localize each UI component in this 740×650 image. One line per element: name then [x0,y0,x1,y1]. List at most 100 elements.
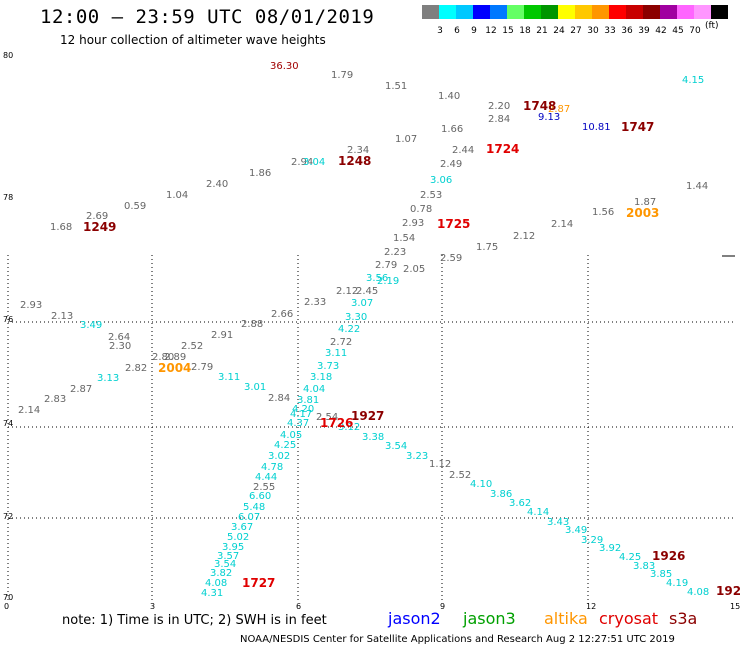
wave-value: 4.44 [255,472,277,483]
legend-swatch [507,5,524,19]
wave-value: 4.37 [287,418,309,429]
legend-label: 33 [604,26,616,36]
wave-value: 3.81 [297,395,319,406]
track-labels: 1249 1248 1748 1747 1724 1725 2003 2004 19271726… [83,99,740,598]
wave-value: 2.20 [488,101,510,112]
wave-value: 2.44 [452,145,474,156]
legend-label: 6 [454,26,460,36]
wave-value: 2.83 [44,394,66,405]
wave-value: 4.04 [303,384,325,395]
wave-value: 4.17 [290,409,312,420]
track-label: 2003 [626,206,659,220]
wave-value: 1.07 [395,134,417,145]
wave-value: 2.79 [375,260,397,271]
track-label: 1927 [351,409,384,423]
wave-value: 3.13 [97,373,119,384]
legend-swatch [524,5,541,19]
track-label: 1926 [652,549,685,563]
wave-value: 1.44 [686,181,708,192]
wave-value: 3.57 [217,551,239,562]
track-label: 1726 [320,416,353,430]
wave-value: 2.45 [356,286,378,297]
wave-value: 2.64 [108,332,130,343]
wave-value: 3.73 [317,361,339,372]
wave-value: 3.54 [385,441,407,452]
wave-height-values: 1.79 1.51 1.40 2.20 2.84 1.66 1.07 2.44 2.34 2.94… [18,61,709,599]
legend-swatch [626,5,643,19]
wave-value: 2.69 [86,211,108,222]
wave-value: 4.08 [205,578,227,589]
wave-value: 2.14 [18,405,40,416]
legend-swatch [558,5,575,19]
track-label: 1248 [338,154,371,168]
legend-unit: (ft) [705,21,719,31]
wave-value: 3.04 [303,157,325,168]
wave-value: 4.31 [201,588,223,599]
wave-value: 1.04 [166,190,188,201]
wave-value: 2.49 [440,159,462,170]
wave-value: 0.59 [124,201,146,212]
legend-swatch [592,5,609,19]
wave-value: 2.40 [206,179,228,190]
satellite-jason2: jason2 [388,609,441,628]
wave-value: 2.52 [181,341,203,352]
wave-value: 3.85 [650,569,672,580]
legend-label: 45 [672,26,684,36]
satellite-jason3: jason3 [463,609,516,628]
legend-label: 39 [638,26,650,36]
wave-value: 2.23 [384,247,406,258]
legend-swatch [490,5,507,19]
wave-value: 1.51 [385,81,407,92]
x-axis-label: 6 [296,602,301,611]
wave-value: 2.66 [271,309,293,320]
wave-value: 4.10 [470,479,492,490]
wave-value: 4.25 [619,552,641,563]
wave-value: 3.38 [362,432,384,443]
wave-value: 3.11 [218,372,240,383]
wave-value: 1.79 [331,70,353,81]
wave-value: 6.07 [238,512,260,523]
track-label: 192 [716,584,740,598]
legend-swatch [660,5,677,19]
wave-value: 3.49 [80,320,102,331]
wave-value: 2.53 [420,190,442,201]
wave-value: 2.33 [304,297,326,308]
wave-value: 2.89 [164,352,186,363]
wave-value: 3.43 [547,517,569,528]
legend-label: 42 [655,26,667,36]
wave-value: 2.80 [152,352,174,363]
x-axis-label: 15 [730,602,740,611]
wave-value: 3.62 [509,498,531,509]
wave-value: 4.20 [292,404,314,415]
legend-label: 3 [437,26,443,36]
legend-swatch [456,5,473,19]
wave-value: 3.82 [210,568,232,579]
wave-value: 2.72 [330,337,352,348]
wave-value: 1.40 [438,91,460,102]
wave-value: 2.91 [211,330,233,341]
wave-value: 2.54 [316,412,338,423]
track-label: 2004 [158,361,191,375]
wave-value: 3.67 [231,522,253,533]
legend-swatch [711,5,728,19]
wave-value: 2.59 [440,253,462,264]
wave-value: 2.13 [51,311,73,322]
legend-swatch [422,5,439,19]
wave-value: 3.29 [581,535,603,546]
wave-value: 4.25 [274,440,296,451]
footer-credit: NOAA/NESDIS Center for Satellite Applica… [240,634,675,645]
wave-value: 4.05 [280,430,302,441]
legend-label: 21 [536,26,548,36]
wave-value: 5.02 [227,532,249,543]
wave-value: 2.87 [548,104,570,115]
wave-value: 10.81 [582,122,611,133]
satellite-altika: altika [544,609,588,628]
wave-value: 3.95 [222,542,244,553]
note-text: note: 1) Time is in UTC; 2) SWH is in fe… [62,613,327,628]
wave-value: 6.60 [249,491,271,502]
legend-swatch [694,5,711,19]
y-axis-label: 78 [3,193,13,202]
wave-value: 2.94 [291,157,313,168]
wave-value: 5.48 [243,502,265,513]
